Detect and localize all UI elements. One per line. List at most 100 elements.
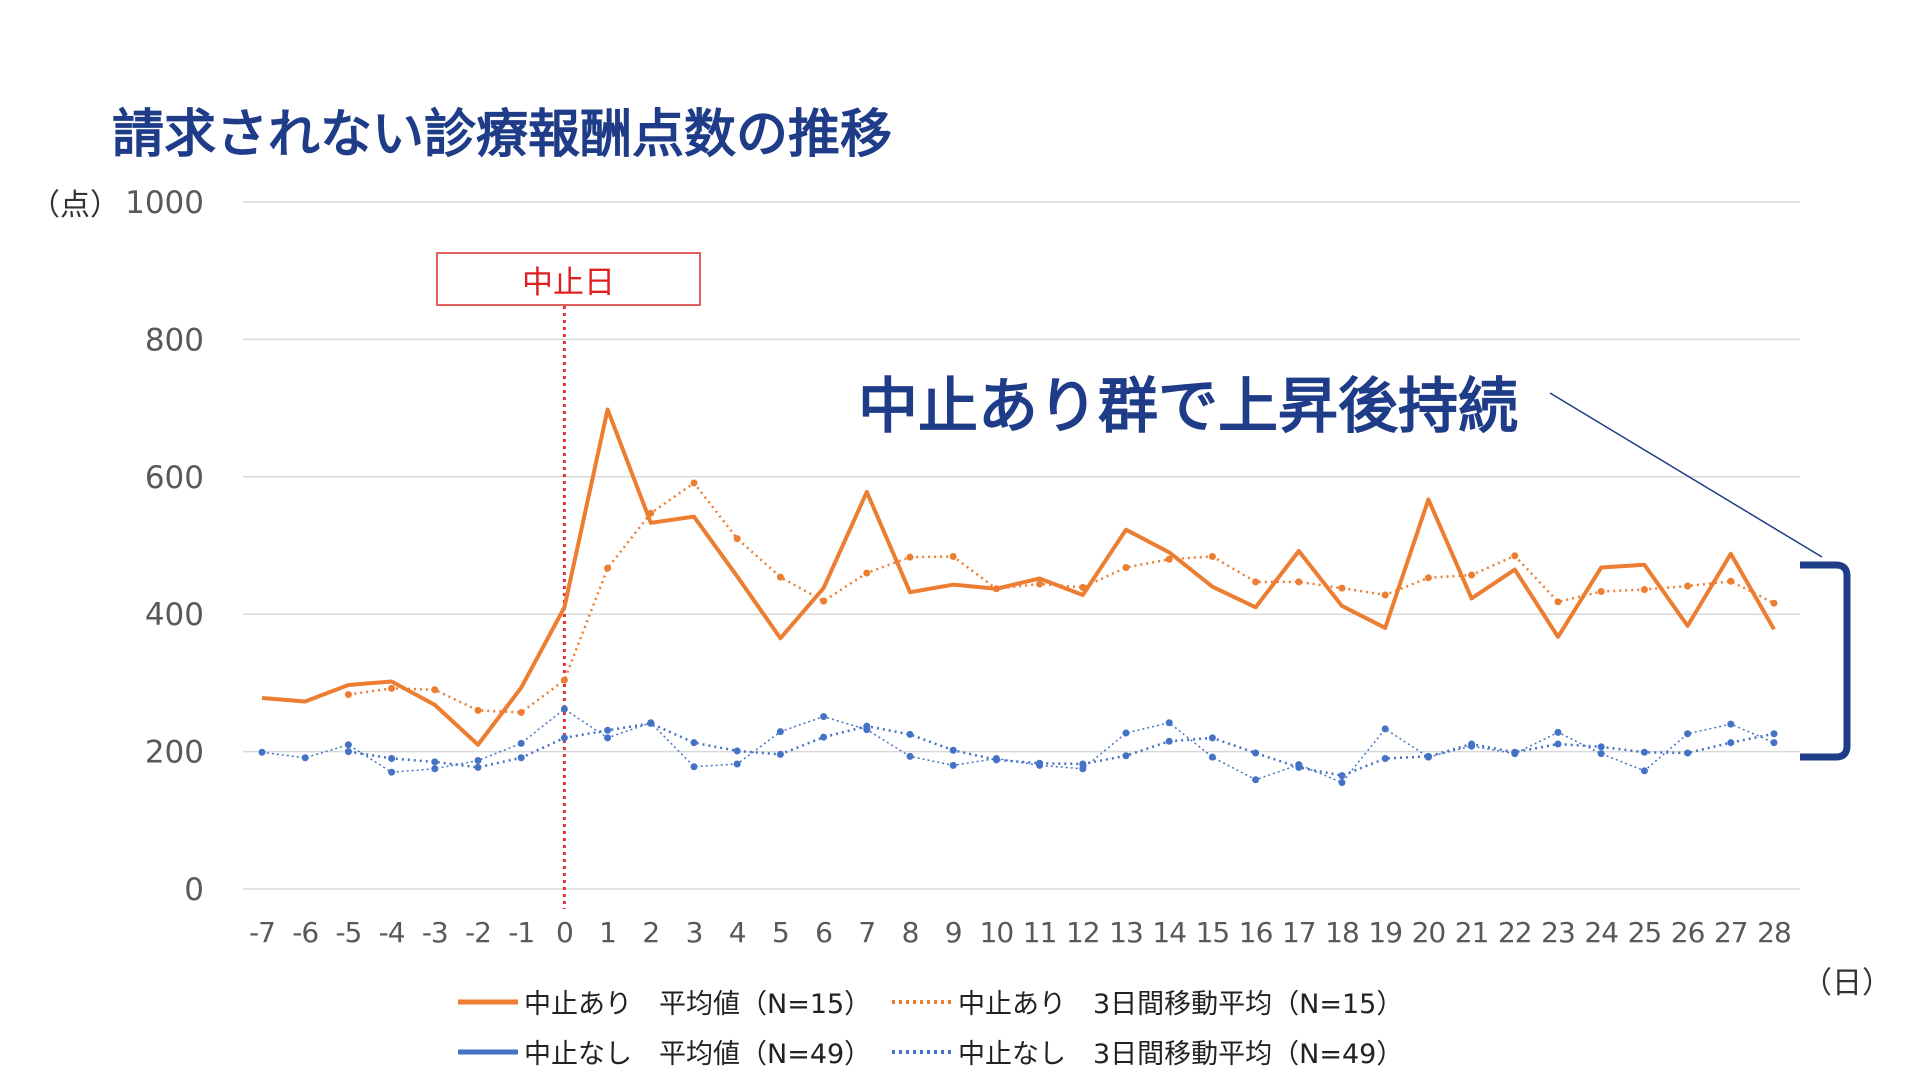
gridlines — [243, 201, 1800, 890]
data-point-nostop_avg — [388, 768, 396, 776]
data-point-nostop_avg — [1252, 776, 1260, 784]
data-point-stop_ma — [733, 535, 741, 543]
x-tick-label: 14 — [1152, 916, 1186, 949]
x-tick-label: -3 — [422, 916, 448, 949]
data-point-nostop_avg — [560, 705, 568, 713]
data-point-nostop_avg — [1424, 753, 1432, 761]
data-point-stop_ma — [690, 479, 698, 487]
data-point-nostop_ma — [1640, 748, 1648, 756]
x-tick-label: 28 — [1757, 916, 1791, 949]
data-point-nostop_ma — [1338, 772, 1346, 780]
data-point-stop_ma — [604, 564, 612, 572]
data-point-stop_ma — [1727, 577, 1735, 585]
data-point-nostop_avg — [1770, 739, 1778, 747]
x-tick-label: 21 — [1455, 916, 1489, 949]
data-point-nostop_avg — [1727, 720, 1735, 728]
x-axis-tick-labels: -7 -6 -5 -4 -3 -2 -1 0 1 2 3 4 5 6 7 8 9 10 11 12 13 14 15 16 17… — [249, 916, 1792, 949]
y-tick-label: 600 — [145, 460, 204, 496]
x-tick-label: 0 — [556, 916, 573, 949]
data-point-nostop_avg — [344, 741, 352, 749]
legend-dotted-blue-icon — [892, 1049, 952, 1054]
x-tick-label: 3 — [686, 916, 703, 949]
data-point-nostop_avg — [474, 757, 482, 765]
x-tick-label: 11 — [1023, 916, 1057, 949]
data-point-nostop_avg — [1511, 750, 1519, 758]
data-point-nostop_ma — [776, 750, 784, 758]
y-tick-label: 800 — [145, 322, 204, 358]
data-point-nostop_avg — [517, 739, 525, 747]
x-tick-label: 25 — [1628, 916, 1662, 949]
data-point-stop_ma — [1468, 571, 1476, 579]
legend-solid-orange-icon — [458, 999, 518, 1004]
x-tick-label: 19 — [1368, 916, 1402, 949]
data-point-nostop_avg — [1079, 765, 1087, 773]
data-point-stop_ma — [517, 708, 525, 716]
x-tick-label: 17 — [1282, 916, 1316, 949]
data-point-stop_ma — [1640, 585, 1648, 593]
series-line-stop_avg — [261, 407, 1776, 747]
data-point-nostop_ma — [949, 746, 957, 754]
x-tick-label: 12 — [1066, 916, 1100, 949]
data-point-nostop_avg — [776, 728, 784, 736]
y-tick-label: 0 — [184, 872, 204, 908]
data-point-nostop_avg — [1165, 719, 1173, 727]
x-tick-label: 18 — [1325, 916, 1359, 949]
data-point-stop_ma — [1165, 555, 1173, 563]
x-tick-label: 27 — [1714, 916, 1748, 949]
data-point-stop_ma — [1036, 580, 1044, 588]
data-point-nostop_avg — [1295, 761, 1303, 769]
data-point-nostop_avg — [863, 726, 871, 734]
legend-item-stop-ma: 中止あり 3日間移動平均（N=15） — [892, 982, 1403, 1021]
data-point-nostop_avg — [992, 754, 1000, 762]
data-point-stop_ma — [1511, 552, 1519, 560]
annotation-bracket — [1800, 561, 1851, 761]
data-point-nostop_ma — [517, 754, 525, 762]
data-point-nostop_ma — [1770, 730, 1778, 738]
data-point-nostop_avg — [1597, 750, 1605, 758]
data-point-stop_ma — [474, 706, 482, 714]
x-tick-label: 8 — [902, 916, 919, 949]
legend-label-stop-avg: 中止あり 平均値（N=15） — [524, 989, 872, 1020]
legend-solid-blue-icon — [458, 1049, 518, 1054]
data-point-nostop_avg — [1208, 753, 1216, 761]
data-point-nostop_ma — [388, 754, 396, 762]
data-point-nostop_ma — [1597, 743, 1605, 751]
data-point-nostop_ma — [1252, 749, 1260, 757]
x-tick-label: 1 — [599, 916, 616, 949]
data-point-nostop_avg — [301, 754, 309, 762]
x-tick-label: 13 — [1109, 916, 1143, 949]
data-point-nostop_avg — [906, 752, 914, 760]
x-tick-label: 26 — [1671, 916, 1705, 949]
data-point-nostop_ma — [906, 730, 914, 738]
data-point-stop_ma — [863, 569, 871, 577]
data-point-stop_ma — [1252, 578, 1260, 586]
series-nostop_avg — [258, 705, 1778, 787]
data-point-stop_ma — [1684, 582, 1692, 590]
data-point-stop_ma — [1208, 552, 1216, 560]
series-line-nostop_ma — [348, 722, 1775, 777]
data-point-nostop_avg — [258, 748, 266, 756]
y-axis-unit: （点） — [30, 188, 120, 223]
legend-label-nostop-ma: 中止なし 3日間移動平均（N=49） — [958, 1039, 1404, 1070]
series-stop_ma — [344, 479, 1778, 716]
data-point-stop_ma — [431, 686, 439, 694]
data-point-nostop_avg — [1122, 729, 1130, 737]
data-point-nostop_ma — [1079, 760, 1087, 768]
y-tick-label: 200 — [145, 735, 204, 771]
data-point-stop_ma — [1295, 578, 1303, 586]
data-point-stop_ma — [1338, 584, 1346, 592]
y-axis-tick-labels: 0 200 400 600 800 1000 — [125, 185, 204, 908]
data-point-nostop_ma — [431, 758, 439, 766]
x-tick-label: 4 — [729, 916, 746, 949]
annotation-text: 中止あり群で上昇後持続 — [858, 372, 1518, 442]
data-point-nostop_ma — [1684, 749, 1692, 757]
data-point-nostop_ma — [1727, 739, 1735, 747]
data-point-stop_ma — [344, 691, 352, 699]
data-point-nostop_ma — [560, 734, 568, 742]
data-point-nostop_avg — [1338, 779, 1346, 787]
x-tick-label: 22 — [1498, 916, 1532, 949]
data-point-stop_ma — [776, 573, 784, 581]
x-tick-label: 16 — [1239, 916, 1273, 949]
data-point-stop_ma — [1597, 588, 1605, 596]
